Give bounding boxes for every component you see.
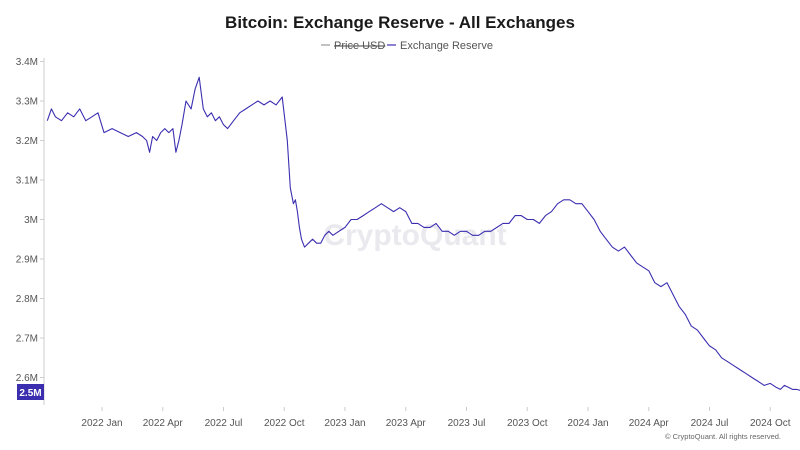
x-tick-label: 2024 Oct [750,418,791,429]
series-line-exchange-reserve[interactable] [46,76,800,391]
x-tick-label: 2023 Jan [324,418,365,429]
x-tick-label: 2024 Jul [691,418,729,429]
x-tick-label: 2022 Jul [205,418,243,429]
x-tick-label: 2023 Apr [386,418,427,429]
x-tick-label: 2023 Oct [507,418,548,429]
series-layer [46,76,800,391]
legend: Price USD Exchange Reserve [321,40,493,52]
current-value-badge: 2.5M [17,384,44,400]
y-tick-label: 3.4M [16,57,38,68]
x-tick-label: 2024 Jan [567,418,608,429]
y-tick-label: 3M [24,215,38,226]
x-tick-label: 2022 Apr [143,418,184,429]
current-value-badge-bg [17,384,44,400]
y-tick-label: 3.1M [16,176,38,187]
y-axis: 3.4M 3.3M 3.2M 3.1M 3M 2.9M 2.8M 2.7M 2.6M [16,57,44,384]
legend-price-usd-label[interactable]: Price USD [334,40,385,52]
y-tick-label: 2.8M [16,294,38,305]
x-tick-label: 2022 Jan [81,418,122,429]
current-value-badge-label: 2.5M [19,388,41,399]
x-tick-label: 2023 Jul [448,418,486,429]
chart-title: Bitcoin: Exchange Reserve - All Exchange… [225,13,575,32]
x-tick-label: 2022 Oct [264,418,305,429]
y-tick-label: 2.7M [16,334,38,345]
copyright-credit: © CryptoQuant. All rights reserved. [665,432,781,441]
y-tick-label: 2.6M [16,373,38,384]
x-tick-label: 2024 Apr [629,418,670,429]
y-tick-label: 2.9M [16,255,38,266]
x-axis: 2022 Jan 2022 Apr 2022 Jul 2022 Oct 2023 Jan… [81,407,791,429]
legend-exchange-reserve-label[interactable]: Exchange Reserve [400,40,493,52]
y-tick-label: 3.2M [16,136,38,147]
y-tick-label: 3.3M [16,97,38,108]
